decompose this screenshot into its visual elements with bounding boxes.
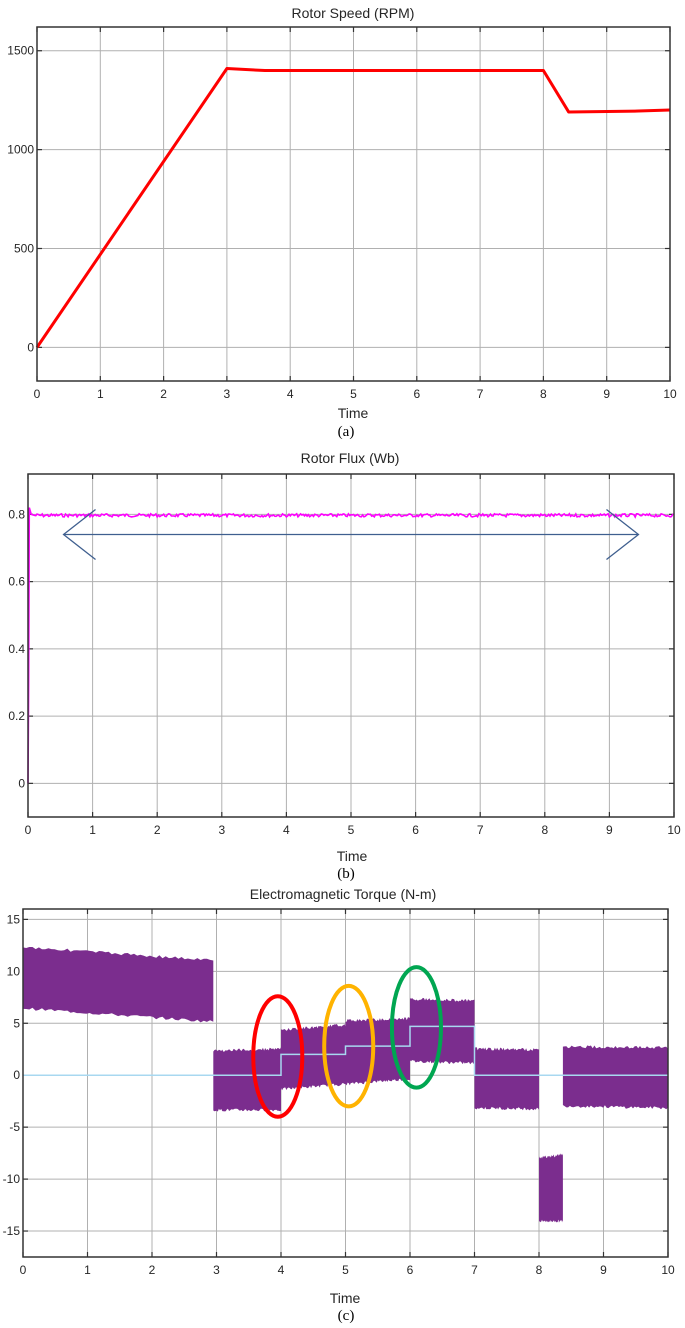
x-tick-label: 6 <box>407 1263 414 1277</box>
double-arrow-icon <box>62 509 640 561</box>
y-tick-label: 1000 <box>7 143 34 157</box>
plot-frame <box>36 26 671 382</box>
x-tick-label: 3 <box>224 387 231 401</box>
x-tick-label: 4 <box>278 1263 285 1277</box>
x-tick-label: 5 <box>348 823 355 837</box>
x-tick-label: 0 <box>25 823 32 837</box>
x-tick-label: 10 <box>661 1263 675 1277</box>
highlight-ellipses <box>251 965 443 1119</box>
figure-caption: (c) <box>337 1308 355 1324</box>
y-tick-label: -5 <box>9 1120 20 1134</box>
y-tick-label: 0.8 <box>8 507 25 521</box>
x-tick-label: 7 <box>477 823 484 837</box>
y-tick-label: 5 <box>13 1016 20 1030</box>
load-torque-line <box>23 1025 668 1076</box>
y-tick-label: 0 <box>18 776 25 790</box>
rotor-flux-plot: 0 1 2 3 4 5 6 7 8 9 10 0 0.2 0.4 0.6 0.8 <box>8 473 681 837</box>
x-tick-label: 10 <box>667 823 681 837</box>
flux-line <box>27 507 675 784</box>
torque-band-segment <box>539 1153 563 1223</box>
x-tick-label: 9 <box>600 1263 607 1277</box>
x-tick-label: 1 <box>89 823 96 837</box>
chart-title: Rotor Speed (RPM) <box>291 5 415 21</box>
highlight-ellipse <box>251 994 305 1119</box>
y-tick-label: 0 <box>13 1068 20 1082</box>
x-tick-label: 2 <box>149 1263 156 1277</box>
y-tick-label: 0.2 <box>8 709 25 723</box>
plot-frame <box>27 473 675 818</box>
x-tick-label: 3 <box>213 1263 220 1277</box>
figure-rotor-flux: Rotor Flux (Wb) 0 1 2 3 4 5 6 7 8 9 10 0 0.2 0.4 0.6 0.… <box>8 450 681 882</box>
torque-band-segment <box>474 1047 539 1111</box>
x-tick-label: 4 <box>287 387 294 401</box>
y-tick-label: -15 <box>3 1224 21 1238</box>
y-tick-label: 0 <box>27 340 34 354</box>
x-tick-label: 9 <box>606 823 613 837</box>
x-tick-label: 2 <box>160 387 167 401</box>
x-tick-label: 1 <box>97 387 104 401</box>
x-tick-label: 0 <box>20 1263 27 1277</box>
x-axis-label: Time <box>329 1290 361 1306</box>
highlight-ellipse <box>389 965 443 1090</box>
torque-band-segment <box>213 1047 281 1112</box>
grid: 0 1 2 3 4 5 6 7 8 9 10 0 0.2 0.4 0.6 0.8 <box>8 474 681 837</box>
torque-band-segment <box>281 1024 346 1091</box>
chart-title: Rotor Flux (Wb) <box>300 450 400 466</box>
arrow-head-right <box>606 509 640 561</box>
x-tick-label: 6 <box>412 823 419 837</box>
torque-band-segment <box>562 1045 668 1110</box>
x-tick-label: 2 <box>154 823 161 837</box>
x-tick-label: 9 <box>603 387 610 401</box>
figure-caption: (b) <box>337 866 355 882</box>
y-tick-label: 10 <box>7 964 21 978</box>
plot-frame <box>22 908 669 1258</box>
x-tick-label: 5 <box>342 1263 349 1277</box>
y-tick-label: 15 <box>7 912 21 926</box>
y-tick-label: 0.6 <box>8 575 25 589</box>
rotor-speed-plot: 0 1 2 3 4 5 6 7 8 9 10 0 500 1000 1500 <box>7 26 677 401</box>
x-axis-label: Time <box>336 848 368 864</box>
y-tick-label: -10 <box>3 1172 21 1186</box>
x-axis-label: Time <box>337 405 369 421</box>
x-tick-label: 4 <box>283 823 290 837</box>
x-tick-label: 7 <box>477 387 484 401</box>
x-tick-label: 6 <box>413 387 420 401</box>
speed-line <box>35 67 671 349</box>
figure-rotor-speed: Rotor Speed (RPM) 0 1 2 3 4 5 6 7 8 9 10 0 500 1000 15… <box>0 0 685 445</box>
x-tick-label: 8 <box>540 387 547 401</box>
x-tick-label: 8 <box>536 1263 543 1277</box>
highlight-ellipse <box>322 983 376 1109</box>
x-tick-label: 10 <box>663 387 677 401</box>
arrow-head-left <box>62 509 96 561</box>
y-tick-label: 500 <box>14 241 34 255</box>
grid: 0 1 2 3 4 5 6 7 8 9 10 0 500 1000 1500 <box>7 27 677 401</box>
x-tick-label: 1 <box>84 1263 91 1277</box>
figure-caption: (a) <box>337 424 355 440</box>
x-tick-label: 0 <box>34 387 41 401</box>
x-tick-label: 7 <box>471 1263 478 1277</box>
x-tick-label: 5 <box>350 387 357 401</box>
torque-band-segment <box>23 947 214 1023</box>
x-tick-label: 8 <box>541 823 548 837</box>
torque-band <box>23 947 668 1223</box>
y-tick-label: 1500 <box>7 44 34 58</box>
chart-title: Electromagnetic Torque (N-m) <box>249 886 437 902</box>
x-tick-label: 3 <box>218 823 225 837</box>
y-tick-label: 0.4 <box>8 642 25 656</box>
